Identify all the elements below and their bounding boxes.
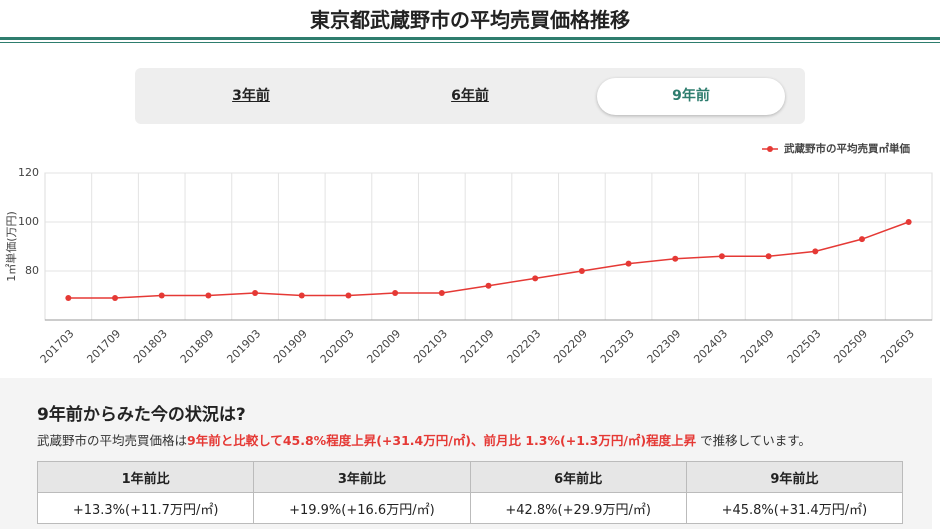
summary-panel: 9年前からみた今の状況は? 武蔵野市の平均売買価格は9年前と比較して45.8%程… — [0, 378, 932, 529]
data-point — [765, 253, 772, 260]
summary-text: 武蔵野市の平均売買価格は9年前と比較して45.8%程度上昇(+31.4万円/㎡)… — [37, 430, 811, 449]
table-header: 1年前比 — [36, 461, 255, 493]
x-tick-label: 201909 — [271, 327, 310, 366]
data-point — [672, 255, 679, 262]
table-cell: +13.3%(+11.7万円/㎡) — [36, 492, 255, 524]
legend-label: 武蔵野市の平均売買㎡単価 — [784, 142, 910, 155]
tab[interactable]: 3年前 — [232, 88, 270, 104]
page-title: 東京都武蔵野市の平均売買価格推移 — [310, 8, 630, 32]
plot-area — [44, 172, 933, 321]
summary-text-part: 武蔵野市の平均売買価格は — [37, 433, 188, 448]
data-point — [578, 268, 585, 274]
data-point — [905, 219, 912, 225]
data-point — [392, 290, 399, 297]
tab-active[interactable]: 9年前 — [597, 78, 785, 115]
y-axis-label: 1㎡単価(万円) — [4, 211, 18, 282]
y-tick-label: 80 — [25, 264, 39, 277]
table-header: 9年前比 — [685, 461, 904, 493]
summary-heading: 9年前からみた今の状況は? — [37, 405, 246, 425]
data-point — [65, 294, 72, 301]
data-point — [858, 236, 865, 243]
x-tick-label: 202509 — [831, 327, 870, 366]
data-point — [812, 248, 819, 255]
x-tick-label: 201809 — [178, 327, 217, 366]
table-header-row: 1年前比 3年前比 6年前比 9年前比 — [36, 461, 904, 493]
title-rule — [0, 37, 940, 40]
x-tick-label: 202309 — [645, 327, 684, 366]
data-point — [532, 275, 539, 282]
x-tick-label: 202503 — [785, 327, 824, 366]
table-header: 3年前比 — [253, 461, 471, 493]
x-tick-label: 202003 — [318, 327, 357, 366]
x-tick-label: 202203 — [505, 327, 544, 366]
title-rule — [0, 42, 940, 43]
x-tick-label: 202109 — [458, 327, 497, 366]
comparison-table: 1年前比 3年前比 6年前比 9年前比 +13.3%(+11.7万円/㎡) +1… — [36, 461, 904, 524]
data-point — [158, 292, 165, 299]
summary-text-part: で推移しています。 — [696, 433, 811, 448]
period-tabs: 3年前 6年前 9年前 — [135, 68, 805, 124]
chart: 80 100 120 1㎡単価(万円) 201703 201709 201803 201809… — [4, 142, 933, 366]
x-tick-label: 202409 — [738, 327, 777, 366]
x-tick-label: 202403 — [691, 327, 730, 366]
x-tick-label: 201709 — [84, 327, 123, 366]
table-row: +13.3%(+11.7万円/㎡) +19.9%(+16.6万円/㎡) +42.… — [36, 492, 904, 524]
data-point — [252, 290, 259, 297]
table-cell: +45.8%(+31.4万円/㎡) — [685, 492, 904, 524]
x-tick-label: 202103 — [411, 327, 450, 366]
summary-highlight: 9年前と比較して45.8%程度上昇(+31.4万円/㎡)、前月比 1.3%(+1… — [187, 433, 697, 448]
y-tick-label: 100 — [18, 215, 39, 228]
x-tick-label: 201903 — [224, 327, 263, 366]
x-tick-label: 202009 — [364, 327, 403, 366]
table-header: 6年前比 — [469, 461, 687, 493]
x-tick-label: 201703 — [38, 327, 77, 366]
x-tick-label: 202603 — [878, 327, 917, 366]
data-point — [205, 292, 212, 299]
x-tick-label: 202303 — [598, 327, 637, 366]
x-tick-label: 201803 — [131, 327, 170, 366]
data-point — [298, 292, 305, 299]
data-point — [438, 290, 445, 297]
y-tick-label: 120 — [18, 166, 39, 179]
tab[interactable]: 6年前 — [451, 88, 489, 104]
legend-marker — [767, 146, 773, 152]
data-point — [485, 282, 492, 289]
data-point — [718, 253, 725, 260]
data-point — [345, 292, 352, 299]
table-cell: +19.9%(+16.6万円/㎡) — [253, 492, 471, 524]
x-tick-label: 202209 — [551, 327, 590, 366]
data-point — [112, 294, 119, 301]
table-cell: +42.8%(+29.9万円/㎡) — [469, 492, 687, 524]
data-point — [625, 260, 632, 267]
